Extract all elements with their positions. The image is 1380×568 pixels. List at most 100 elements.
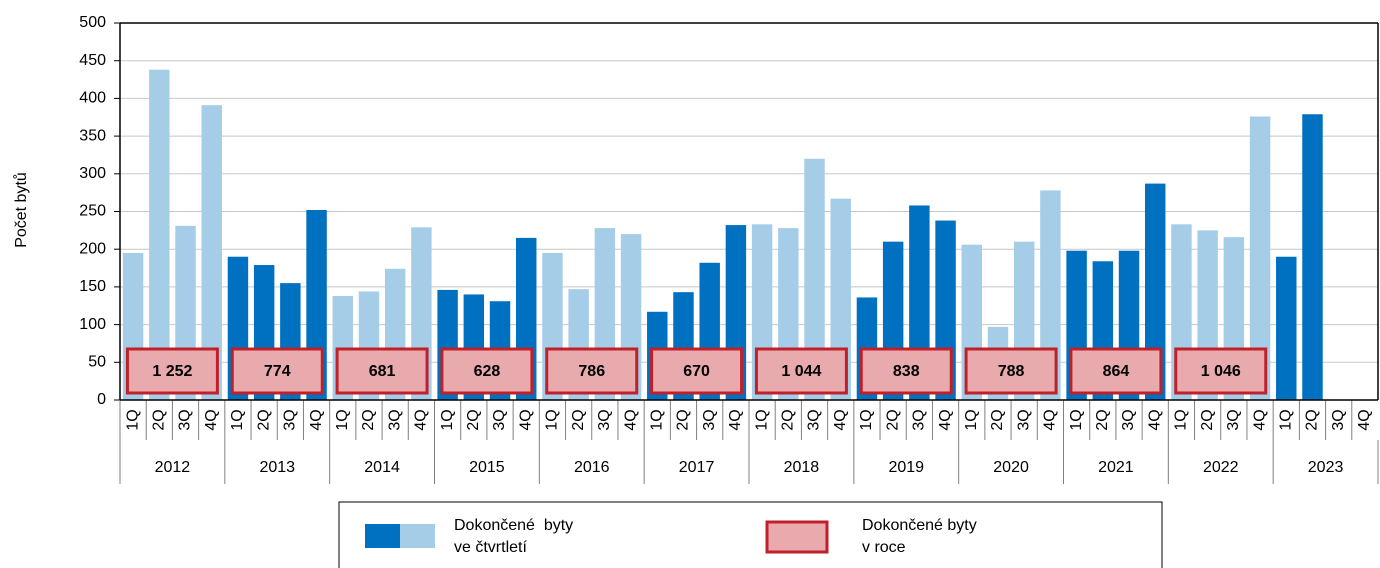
x-tick-label: 3Q: [806, 409, 823, 430]
annual-label: 788: [998, 363, 1025, 380]
y-tick-label: 300: [79, 165, 106, 182]
x-tick-label: 4Q: [832, 409, 849, 430]
x-tick-label: 3Q: [177, 409, 194, 430]
annual-box: [335, 347, 429, 395]
annual-box: [859, 347, 953, 395]
bar: [149, 69, 170, 401]
x-tick-label: 2Q: [989, 409, 1006, 430]
y-tick-label: 150: [79, 278, 106, 295]
year-label: 2023: [1308, 459, 1344, 476]
x-tick-label: 3Q: [491, 409, 508, 430]
annual-box: [125, 347, 219, 395]
legend-swatch-light: [400, 524, 435, 548]
x-tick-label: 4Q: [622, 409, 639, 430]
x-tick-label: 2Q: [151, 409, 168, 430]
annual-label: 628: [474, 363, 501, 380]
y-tick-label: 450: [79, 52, 106, 69]
y-tick-label: 400: [79, 90, 106, 107]
x-tick-label: 4Q: [203, 409, 220, 430]
y-tick-label: 0: [97, 391, 106, 408]
x-tick-label: 3Q: [701, 409, 718, 430]
legend-swatch-dark: [365, 524, 400, 548]
year-label: 2021: [1098, 459, 1134, 476]
x-tick-label: 1Q: [439, 409, 456, 430]
x-tick-label: 3Q: [1225, 409, 1242, 430]
x-tick-label: 3Q: [282, 409, 299, 430]
x-tick-label: 1Q: [229, 409, 246, 430]
year-label: 2022: [1203, 459, 1239, 476]
y-tick-label: 50: [88, 354, 106, 371]
annual-label: 681: [369, 363, 396, 380]
x-tick-label: 1Q: [124, 409, 141, 430]
x-tick-label: 1Q: [1277, 409, 1294, 430]
x-tick-label: 3Q: [1015, 409, 1032, 430]
x-tick-label: 1Q: [963, 409, 980, 430]
x-tick-label: 3Q: [386, 409, 403, 430]
year-label: 2016: [574, 459, 610, 476]
bar: [1145, 183, 1166, 400]
year-label: 2015: [469, 459, 505, 476]
x-tick-label: 2Q: [255, 409, 272, 430]
y-tick-label: 500: [79, 14, 106, 31]
x-tick-label: 4Q: [937, 409, 954, 430]
legend-box: [338, 501, 1163, 568]
x-tick-label: 2Q: [465, 409, 482, 430]
annual-label: 1 044: [781, 363, 821, 380]
x-tick-label: 1Q: [753, 409, 770, 430]
x-tick-label: 2Q: [570, 409, 587, 430]
bar: [1302, 114, 1323, 400]
year-label: 2017: [679, 459, 715, 476]
year-label: 2018: [784, 459, 820, 476]
x-tick-label: 4Q: [1146, 409, 1163, 430]
x-tick-label: 4Q: [727, 409, 744, 430]
y-axis-label: Počet bytů: [12, 172, 30, 248]
y-tick-label: 200: [79, 240, 106, 257]
x-tick-label: 3Q: [911, 409, 928, 430]
x-tick-label: 1Q: [334, 409, 351, 430]
annual-label: 1 252: [152, 363, 192, 380]
x-tick-label: 2Q: [884, 409, 901, 430]
annual-label: 838: [893, 363, 920, 380]
x-tick-label: 4Q: [308, 409, 325, 430]
x-tick-label: 2Q: [360, 409, 377, 430]
bar: [201, 105, 222, 400]
annual-label: 1 046: [1201, 363, 1241, 380]
bar: [1249, 116, 1271, 400]
x-tick-label: 1Q: [1173, 409, 1190, 430]
y-tick-label: 350: [79, 127, 106, 144]
annual-box: [650, 347, 744, 395]
year-label: 2012: [155, 459, 191, 476]
x-tick-label: 4Q: [1042, 409, 1059, 430]
x-tick-label: 2Q: [1199, 409, 1216, 430]
x-tick-label: 1Q: [1068, 409, 1085, 430]
x-tick-label: 3Q: [596, 409, 613, 430]
x-tick-label: 2Q: [780, 409, 797, 430]
annual-label: 670: [683, 363, 710, 380]
x-tick-label: 1Q: [858, 409, 875, 430]
year-label: 2014: [364, 459, 400, 476]
x-tick-label: 2Q: [1304, 409, 1321, 430]
year-label: 2019: [888, 459, 924, 476]
annual-box: [754, 347, 848, 395]
bar: [804, 158, 825, 400]
x-tick-label: 4Q: [1251, 409, 1268, 430]
annual-label: 786: [578, 363, 605, 380]
x-tick-label: 4Q: [1356, 409, 1373, 430]
annual-box: [440, 347, 534, 395]
x-tick-label: 4Q: [413, 409, 430, 430]
legend-label: Dokončené byty v roce: [862, 517, 977, 556]
annual-box: [1069, 347, 1163, 395]
x-tick-label: 4Q: [517, 409, 534, 430]
y-tick-label: 100: [79, 316, 106, 333]
annual-box: [545, 347, 639, 395]
x-tick-label: 1Q: [544, 409, 561, 430]
x-tick-label: 3Q: [1120, 409, 1137, 430]
annual-box: [964, 347, 1058, 395]
x-tick-label: 1Q: [648, 409, 665, 430]
x-tick-label: 2Q: [675, 409, 692, 430]
year-label: 2013: [259, 459, 295, 476]
x-tick-label: 2Q: [1094, 409, 1111, 430]
year-label: 2020: [993, 459, 1029, 476]
annual-label: 864: [1103, 363, 1130, 380]
